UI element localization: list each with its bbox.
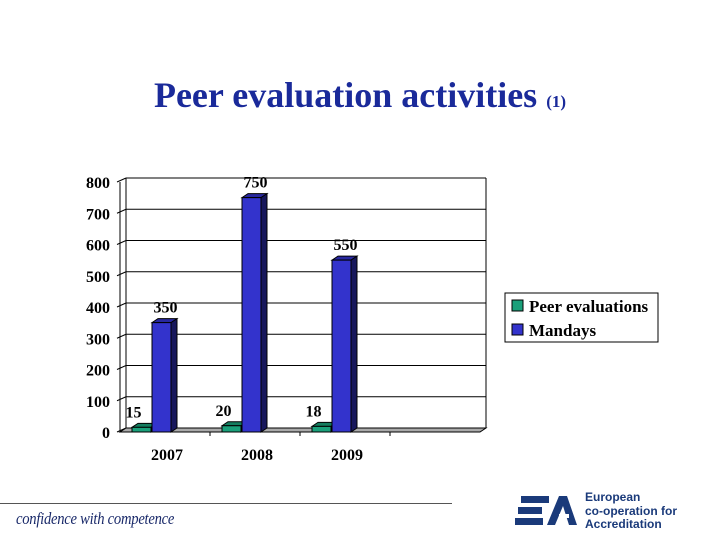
footer-tagline: confidence with competence <box>16 509 175 528</box>
legend-swatch <box>511 323 524 336</box>
bar-mandays <box>331 259 352 433</box>
y-tick-label: 200 <box>86 363 110 380</box>
legend-swatch <box>511 299 524 312</box>
ea-logo-icon <box>515 496 577 525</box>
data-label: 20 <box>216 403 232 420</box>
y-tick-label: 400 <box>86 300 110 317</box>
y-tick-label: 600 <box>86 238 110 255</box>
title-main: Peer evaluation activities <box>153 75 538 115</box>
data-label: 750 <box>244 175 268 192</box>
data-label: 15 <box>126 404 142 421</box>
logo-line-3: Accreditation <box>585 517 662 531</box>
gridline-diagonal <box>116 208 127 214</box>
y-tick-label: 300 <box>86 331 110 348</box>
y-tick-label: 500 <box>86 269 110 286</box>
legend-box <box>504 292 659 343</box>
bar-side <box>170 317 178 433</box>
logo-text: European co-operation for Accreditation <box>585 490 677 532</box>
gridline-diagonal <box>116 396 127 402</box>
y-tick-label: 800 <box>86 175 110 192</box>
bar-peer-evaluations <box>311 425 332 433</box>
footer-divider <box>0 503 452 504</box>
bar-mandays <box>241 197 262 433</box>
gridline-diagonal <box>116 271 127 277</box>
bar-peer-evaluations <box>221 425 242 433</box>
legend-label: Mandays <box>529 321 596 340</box>
legend-label: Peer evaluations <box>529 297 649 316</box>
x-tick-label: 2007 <box>151 447 183 464</box>
gridline-diagonal <box>116 333 127 339</box>
y-tick-label: 0 <box>102 425 110 442</box>
x-tick-label: 2008 <box>241 447 273 464</box>
logo-line-2: co-operation for <box>585 503 677 518</box>
slide-title: Peer evaluation activities (1) <box>0 74 720 116</box>
data-label: 18 <box>306 403 322 420</box>
title-suffix: (1) <box>546 92 567 111</box>
gridline-diagonal <box>116 365 127 370</box>
y-tick-label: 700 <box>86 206 110 223</box>
gridline-diagonal <box>116 302 127 308</box>
bar-side <box>350 255 358 433</box>
data-label: 550 <box>334 237 358 254</box>
x-tick-label: 2009 <box>331 447 363 464</box>
logo-line-1: European <box>585 490 641 504</box>
bar-side <box>260 192 268 433</box>
y-tick-label: 100 <box>86 394 110 411</box>
data-label: 350 <box>154 300 178 317</box>
bar-mandays <box>151 322 172 433</box>
gridline-diagonal <box>116 177 127 183</box>
gridline-diagonal <box>116 240 127 245</box>
bar-peer-evaluations <box>131 426 152 433</box>
